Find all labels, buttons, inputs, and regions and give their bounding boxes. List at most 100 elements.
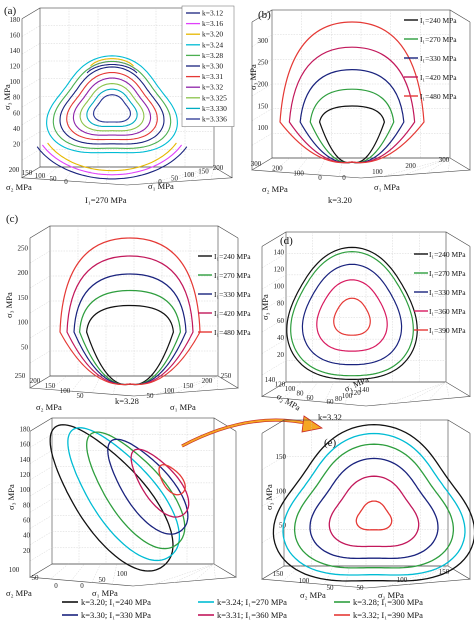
z-tick-label: 80 (277, 300, 285, 308)
legend-entry: k=3.32 (202, 83, 223, 92)
y-tick-label: 50 (171, 175, 179, 183)
y-tick-label: 100 (184, 171, 195, 179)
arrow-outline (181, 418, 311, 448)
x-axis-label: σ₂ MPa (262, 184, 288, 194)
gridline (21, 113, 41, 125)
z-axis-label: σ₃ MPa (260, 294, 270, 320)
gridline (407, 381, 447, 403)
z-tick-label: 50 (21, 343, 29, 351)
panel-label: (e) (324, 437, 337, 449)
panel-label: (c) (6, 213, 19, 225)
legend-entry: k=3.325 (202, 93, 227, 102)
z-tick-label: 100 (10, 78, 21, 86)
gridline (71, 375, 84, 392)
transition-arrow (181, 415, 324, 448)
x-axis-label: σ₂ MPa (36, 402, 62, 412)
gridline (217, 375, 219, 390)
y-tick-label: 50 (147, 392, 155, 400)
gridline (174, 563, 215, 583)
gridline (196, 375, 219, 392)
gridline (251, 108, 273, 121)
series-curve (333, 297, 371, 336)
x-tick-label: 150 (273, 570, 284, 578)
gridline (407, 565, 449, 585)
gridline (112, 563, 117, 585)
x-tick-label: 100 (9, 566, 20, 574)
legend-entry: I₁=240 MPa (420, 16, 457, 25)
z-tick-label: 80 (23, 501, 31, 509)
y-tick-label: 80 (335, 395, 343, 403)
series-curve (47, 142, 177, 172)
z-tick-label: 200 (258, 81, 269, 89)
x-tick-label: 120 (275, 381, 286, 389)
gridline (21, 25, 41, 37)
z-tick-label: 180 (20, 426, 31, 434)
z-tick-label: 250 (258, 59, 269, 67)
y-axis-label: σ₁ MPa (92, 588, 118, 598)
x-tick-label: 100 (299, 577, 310, 585)
gridline (261, 338, 287, 354)
legend-entry: k=3.16 (202, 19, 223, 28)
axis-edge (251, 9, 273, 23)
z-tick-label: 150 (258, 102, 269, 110)
z-tick-label: 40 (23, 532, 31, 540)
x-tick-label: 200 (30, 377, 41, 385)
panel-label: (d) (280, 235, 293, 247)
legend-entry: k=3.32; I₁=390 MPa (353, 610, 423, 620)
axis-edge (29, 417, 53, 432)
legend-entry: k=3.330 (202, 104, 227, 113)
gridline (324, 565, 334, 585)
y-tick-label: 120 (350, 389, 361, 397)
gridline (324, 381, 335, 403)
y-tick-label: 140 (359, 386, 370, 394)
x-axis-label: σ₂ MPa (300, 590, 326, 600)
caption: k=3.28 (115, 396, 139, 406)
series-curve (299, 68, 405, 164)
gridline (295, 157, 308, 174)
series-curve (52, 60, 172, 149)
z-tick-label: 120 (10, 63, 21, 71)
series-curve (130, 448, 190, 518)
gridline (42, 166, 58, 180)
series-curve (36, 146, 188, 180)
gridline (29, 450, 53, 464)
legend-entry: k=3.12 (202, 9, 223, 18)
axis-edge (21, 7, 41, 20)
gridline (426, 157, 451, 174)
y-tick-label: 200 (405, 162, 416, 170)
z-tick-label: 60 (23, 517, 31, 525)
series-curve (355, 500, 393, 531)
z-tick-label: 300 (258, 37, 269, 45)
legend-entry: I₁=330 MPa (429, 288, 466, 297)
series-curve (107, 438, 189, 535)
gridline (317, 157, 326, 175)
axis-edge (449, 9, 471, 23)
legend-entry: k=3.24; I₁=270 MPa (217, 597, 287, 607)
x-tick-label: 100 (35, 172, 46, 180)
series-curve (85, 304, 175, 386)
gridline (21, 131, 41, 143)
z-tick-label: 180 (10, 16, 21, 24)
axis-edge (29, 225, 51, 239)
legend-entry: I₁=270 MPa (429, 269, 466, 278)
legend-entry: I₁=240 MPa (429, 250, 466, 259)
series-curve (46, 55, 178, 154)
x-tick-label: 100 (60, 387, 71, 395)
x-tick-label: 200 (9, 166, 20, 174)
z-tick-label: 100 (274, 283, 285, 291)
y-tick-label: 100 (164, 387, 175, 395)
z-tick-label: 20 (13, 140, 21, 148)
gridline (282, 565, 301, 582)
legend-entry: I₁=270 MPa (420, 35, 457, 44)
y-tick-label: 250 (221, 372, 232, 380)
gridline (213, 563, 216, 579)
gridline (282, 381, 303, 399)
gridline (29, 250, 51, 264)
gridline (261, 274, 287, 290)
series-curve (86, 63, 138, 74)
gridline (29, 531, 53, 545)
gridline (445, 381, 450, 399)
legend-entry: I₁=270 MPa (214, 271, 251, 280)
